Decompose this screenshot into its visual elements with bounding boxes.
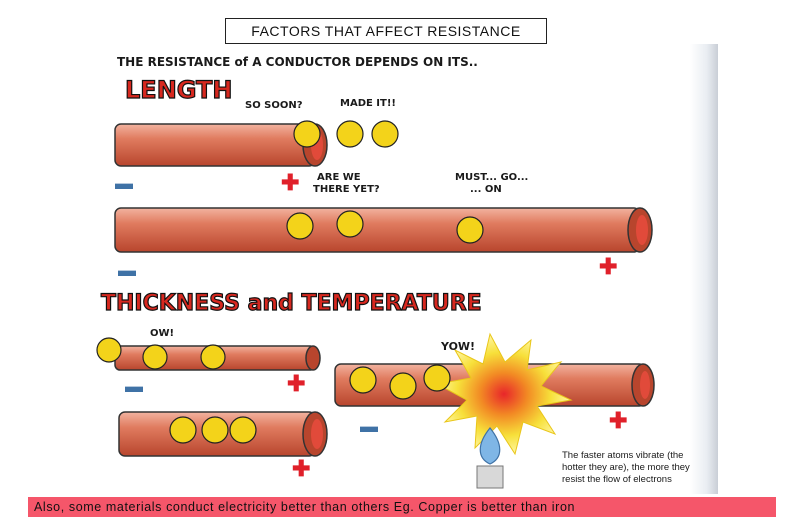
heading-length: LENGTH [125, 76, 233, 104]
bubble-so-soon: SO SOON? [245, 100, 303, 111]
bubble-made-it: MADE IT!! [340, 98, 396, 109]
intro-text: THE RESISTANCE of A CONDUCTOR DEPENDS ON… [117, 55, 478, 69]
resistance-illustration: THE RESISTANCE of A CONDUCTOR DEPENDS ON… [96, 55, 690, 489]
bubble-are-we: ARE WE [317, 172, 361, 183]
bubble-there-yet: THERE YET? [313, 184, 380, 195]
page-title-text: FACTORS THAT AFFECT RESISTANCE [251, 23, 521, 39]
electron-group-1 [293, 120, 399, 148]
short-wire [114, 123, 328, 167]
caption-line-2: hotter they are), the more they [562, 462, 690, 473]
footer-banner: Also, some materials conduct electricity… [28, 497, 776, 517]
plus-sign-5: ✚ [609, 408, 627, 433]
minus-sign-3: ▬ [125, 376, 143, 396]
bubble-yow: YOW! [440, 340, 475, 353]
minus-sign-1: ▬ [115, 173, 133, 193]
minus-sign-4: ▬ [360, 416, 378, 436]
page-title: FACTORS THAT AFFECT RESISTANCE [225, 18, 547, 44]
electron-group-5 [349, 364, 451, 400]
plus-sign-2: ✚ [599, 254, 617, 279]
minus-sign-2: ▬ [118, 260, 136, 280]
electron-group-2 [286, 210, 484, 244]
bubble-must-go: MUST... GO... [455, 172, 528, 183]
page-edge-shadow [690, 44, 718, 494]
electron-group-3 [96, 337, 226, 370]
bubble-ow: OW! [150, 328, 174, 339]
heading-thickness: THICKNESS and TEMPERATURE [101, 291, 482, 316]
plus-sign-1: ✚ [281, 170, 299, 195]
heat-burst [435, 332, 573, 456]
footer-note: Also, some materials conduct electricity… [34, 500, 576, 514]
plus-sign-4: ✚ [292, 456, 310, 481]
caption-line-1: The faster atoms vibrate (the [562, 450, 683, 461]
long-wire [114, 207, 653, 253]
caption-line-3: resist the flow of electrons [562, 474, 672, 485]
plus-sign-3: ✚ [287, 371, 305, 396]
electron-group-4 [169, 416, 257, 444]
flame-icon [476, 427, 504, 489]
bubble-on: ... ON [470, 184, 502, 195]
